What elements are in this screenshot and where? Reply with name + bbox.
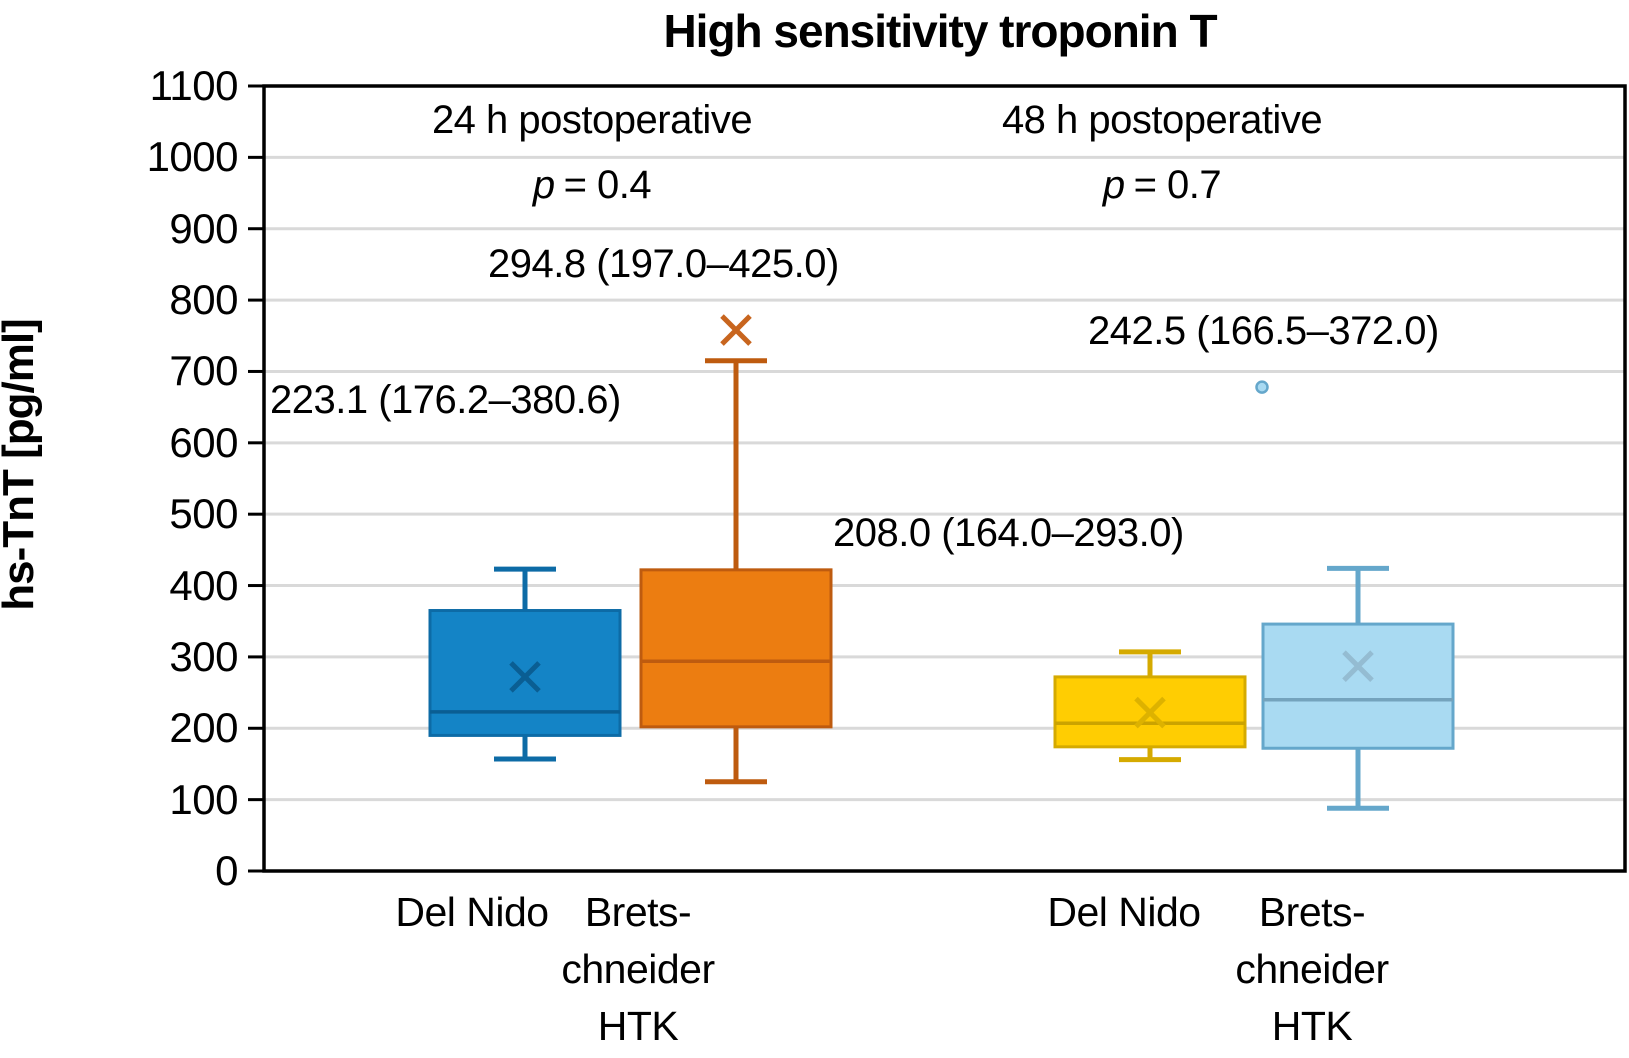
series-del-nido-24h [428, 566, 622, 762]
series-bretschneider-htk-24h [639, 314, 833, 785]
box-bretschneider-htk-24h [639, 568, 833, 729]
y-tick-label-900: 900 [169, 204, 238, 252]
y-tick-label-500: 500 [169, 490, 238, 538]
group-48h-header: 48 h postoperative [1001, 98, 1323, 142]
y-tick-label-1000: 1000 [146, 133, 239, 181]
mean-marker-bretschneider-htk-24h [720, 314, 752, 346]
annotation-del-nido-24h: 223.1 (176.2–380.6) [270, 378, 621, 422]
p-symbol: p [1102, 163, 1125, 207]
annotation-bretschneider-48h: 242.5 (166.5–372.0) [1088, 309, 1439, 353]
mean-marker-del-nido-24h [509, 661, 541, 693]
annotation-bretschneider-24h: 294.8 (197.0–425.0) [488, 242, 839, 286]
y-tick-label-600: 600 [169, 418, 238, 466]
y-tick-label-200: 200 [169, 704, 238, 752]
outlier-dot-bretschneider-htk-48h [1255, 380, 1269, 394]
y-tick-label-0: 0 [215, 847, 238, 894]
box-bretschneider-htk-48h [1261, 622, 1455, 750]
y-tick-label-100: 100 [169, 775, 238, 823]
mean-marker-del-nido-48h [1134, 696, 1166, 729]
group-48h-pvalue: p = 0.7 [852, 161, 1472, 209]
x-category-label-bretschneider-htk-48h: Brets- chneider HTK [1235, 889, 1389, 1049]
series-bretschneider-htk-48h [1255, 380, 1455, 811]
p-symbol: p [532, 163, 555, 207]
box-del-nido-24h [428, 609, 622, 737]
x-category-label-del-nido-48h: Del Nido [1047, 889, 1201, 935]
y-axis-label: hs-TnT [pg/ml] [0, 319, 43, 611]
mean-marker-bretschneider-htk-48h [1342, 650, 1374, 682]
p-value: = 0.4 [563, 163, 652, 207]
annotation-del-nido-48h: 208.0 (164.0–293.0) [833, 511, 1184, 555]
x-category-label-del-nido-24h: Del Nido [395, 889, 549, 935]
x-category-label-bretschneider-htk-24h: Brets- chneider HTK [561, 889, 715, 1049]
y-tick-label-1100: 1100 [149, 62, 239, 109]
y-tick-label-800: 800 [169, 276, 238, 324]
p-value: = 0.7 [1133, 163, 1222, 207]
group-24h-pvalue: p = 0.4 [282, 161, 902, 209]
y-tick-label-400: 400 [169, 561, 238, 609]
group-24h-header: 24 h postoperative [431, 98, 753, 142]
y-tick-label-700: 700 [169, 347, 238, 395]
y-tick-label-300: 300 [169, 632, 238, 680]
series-del-nido-48h [1053, 649, 1247, 763]
plot-border [262, 84, 1627, 873]
chart-title: High sensitivity troponin T [663, 5, 1217, 57]
